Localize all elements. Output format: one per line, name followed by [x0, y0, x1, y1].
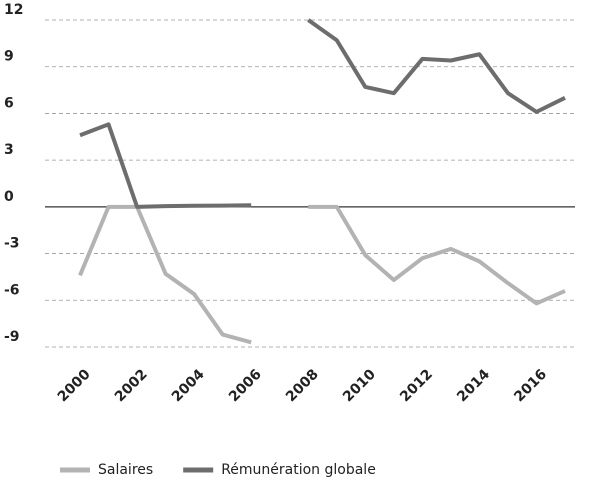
- y-tick-label: 3: [4, 142, 14, 158]
- x-tick-label: 2000: [55, 366, 94, 405]
- y-tick-label: -9: [4, 329, 20, 345]
- y-tick-label: -6: [4, 282, 20, 298]
- y-tick-label: 0: [4, 189, 14, 205]
- y-tick-label: 9: [4, 49, 14, 65]
- legend-label: Rémunération globale: [221, 462, 376, 478]
- x-tick-label: 2004: [169, 366, 208, 405]
- x-tick-label: 2002: [112, 366, 151, 405]
- y-tick-label: 12: [4, 2, 23, 18]
- x-tick-label: 2010: [340, 366, 379, 405]
- x-tick-label: 2012: [397, 366, 436, 405]
- line: [79, 18, 566, 209]
- x-tick-label: 2014: [454, 366, 493, 405]
- legend-label: Salaires: [98, 462, 153, 478]
- y-tick-label: 6: [4, 95, 14, 111]
- x-tick-label: 2016: [511, 366, 550, 405]
- y-tick-label: -3: [4, 236, 20, 252]
- x-tick-label: 2008: [283, 366, 322, 405]
- line: [78, 204, 566, 345]
- x-tick-label: 2006: [226, 366, 265, 405]
